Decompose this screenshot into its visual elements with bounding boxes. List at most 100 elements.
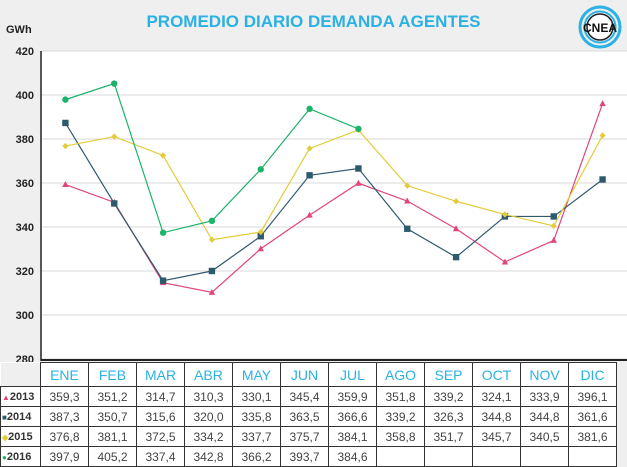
point-2015 — [453, 198, 460, 205]
table-cell: 337,4 — [136, 446, 185, 467]
table-cell: 335,8 — [232, 406, 281, 427]
table-cell — [376, 446, 425, 467]
point-2013 — [306, 211, 313, 218]
square-marker-icon: ■ — [2, 412, 7, 422]
month-header: ENE — [40, 362, 89, 387]
table-cell: 324,1 — [472, 386, 521, 407]
table-cell: 359,9 — [328, 386, 377, 407]
chart-title: PROMEDIO DIARIO DEMANDA AGENTES — [146, 12, 481, 31]
table-cell: 361,6 — [568, 406, 617, 427]
table-cell — [472, 446, 521, 467]
svg-text:CNEA: CNEA — [583, 21, 617, 35]
cnea-logo: CNEA — [578, 5, 622, 49]
table-cell: 397,9 — [40, 446, 89, 467]
month-header: NOV — [520, 362, 569, 387]
table-cell: 372,5 — [136, 426, 185, 447]
point-2014 — [404, 225, 411, 232]
point-2014 — [599, 176, 606, 183]
table-cell: 381,1 — [88, 426, 137, 447]
table-cell: 351,7 — [424, 426, 473, 447]
table-cell: 363,5 — [280, 406, 329, 427]
table-cell: 339,2 — [376, 406, 425, 427]
table-cell: 339,2 — [424, 386, 473, 407]
table-cell: 337,7 — [232, 426, 281, 447]
point-2013 — [452, 225, 460, 232]
month-header: JUN — [280, 362, 329, 387]
table-cell: 396,1 — [568, 386, 617, 407]
month-header: FEB — [88, 362, 137, 387]
point-2013 — [550, 236, 557, 243]
table-row: ▲2013 359,3 351,2 314,7 310,3 330,1 345,4 359,9… — [0, 386, 617, 407]
table-cell: 387,3 — [40, 406, 89, 427]
y-tick-label: 400 — [16, 90, 34, 102]
table-cell: 351,2 — [88, 386, 137, 407]
point-2014 — [62, 119, 69, 127]
table-cell: 350,7 — [88, 406, 137, 427]
table-cell: 333,9 — [520, 386, 569, 407]
point-2016 — [159, 229, 167, 236]
point-2014 — [550, 213, 557, 220]
table-row: ■2014 387,3 350,7 315,6 320,0 335,8 363,5 366,6… — [0, 406, 617, 427]
y-tick-label: 380 — [16, 134, 34, 146]
data-table: ENE FEB MAR ABR MAY JUN JUL AGO SEP OCT NOV DIC ▲201… — [0, 362, 617, 467]
point-2016 — [208, 217, 216, 225]
line-chart: 280 300 320 340 360 380 400 420 — [16, 46, 627, 362]
y-axis-label: GWh — [6, 24, 32, 36]
table-cell: 344,8 — [472, 406, 521, 427]
month-header: MAY — [232, 362, 281, 387]
plot-area — [41, 51, 627, 359]
table-cell: 405,2 — [88, 446, 137, 467]
series-line-2015 — [65, 129, 604, 241]
series-label: 2016 — [6, 450, 32, 463]
month-header: DIC — [568, 362, 617, 387]
point-2016 — [111, 80, 118, 87]
point-2016 — [306, 105, 313, 113]
y-tick-label: 300 — [16, 310, 34, 322]
point-2016 — [257, 166, 264, 173]
point-2016 — [62, 96, 69, 103]
point-2015 — [550, 222, 557, 230]
series-label: 2014 — [6, 410, 32, 423]
point-2013 — [404, 197, 411, 204]
point-2013 — [501, 258, 509, 265]
table-cell: 359,3 — [40, 386, 89, 407]
month-header: SEP — [424, 362, 473, 387]
table-cell: 330,1 — [232, 386, 281, 407]
y-tick-label: 280 — [16, 354, 34, 362]
table-cell: 381,6 — [568, 426, 617, 447]
point-2014 — [306, 172, 313, 179]
point-2014 — [452, 253, 460, 261]
table-row: ●2016 397,9 405,2 337,4 342,8 366,2 393,7 384,6 — [0, 446, 617, 467]
table-cell: 342,8 — [184, 446, 233, 467]
point-2014 — [111, 200, 118, 207]
table-row: ◆2015 376,8 381,1 372,5 334,2 337,7 375,7 384,1… — [0, 426, 617, 447]
table-cell: 366,6 — [328, 406, 377, 427]
table-cell: 384,1 — [328, 426, 377, 447]
point-2015 — [62, 142, 69, 150]
month-header: JUL — [328, 362, 377, 387]
point-2015 — [208, 236, 215, 243]
point-2015 — [501, 211, 508, 218]
point-2015 — [404, 182, 411, 189]
y-tick-label: 320 — [16, 266, 34, 278]
point-2015 — [306, 145, 313, 152]
point-2015 — [599, 132, 606, 139]
point-2016 — [355, 125, 362, 133]
table-cell — [520, 446, 569, 467]
point-2014 — [159, 277, 167, 284]
y-tick-label: 420 — [16, 46, 34, 58]
month-header: MAR — [136, 362, 185, 387]
y-tick-label: 340 — [16, 222, 34, 234]
point-2014 — [208, 267, 216, 275]
table-cell: 334,2 — [184, 426, 233, 447]
point-2015 — [257, 228, 264, 236]
table-cell: 310,3 — [184, 386, 233, 407]
table-cell: 320,0 — [184, 406, 233, 427]
table-cell: 358,8 — [376, 426, 425, 447]
month-header: AGO — [376, 362, 425, 387]
series-label: 2015 — [8, 430, 33, 443]
point-2013 — [62, 181, 69, 188]
table-cell: 314,7 — [136, 386, 185, 407]
point-2015 — [111, 133, 118, 140]
month-header: OCT — [472, 362, 521, 387]
